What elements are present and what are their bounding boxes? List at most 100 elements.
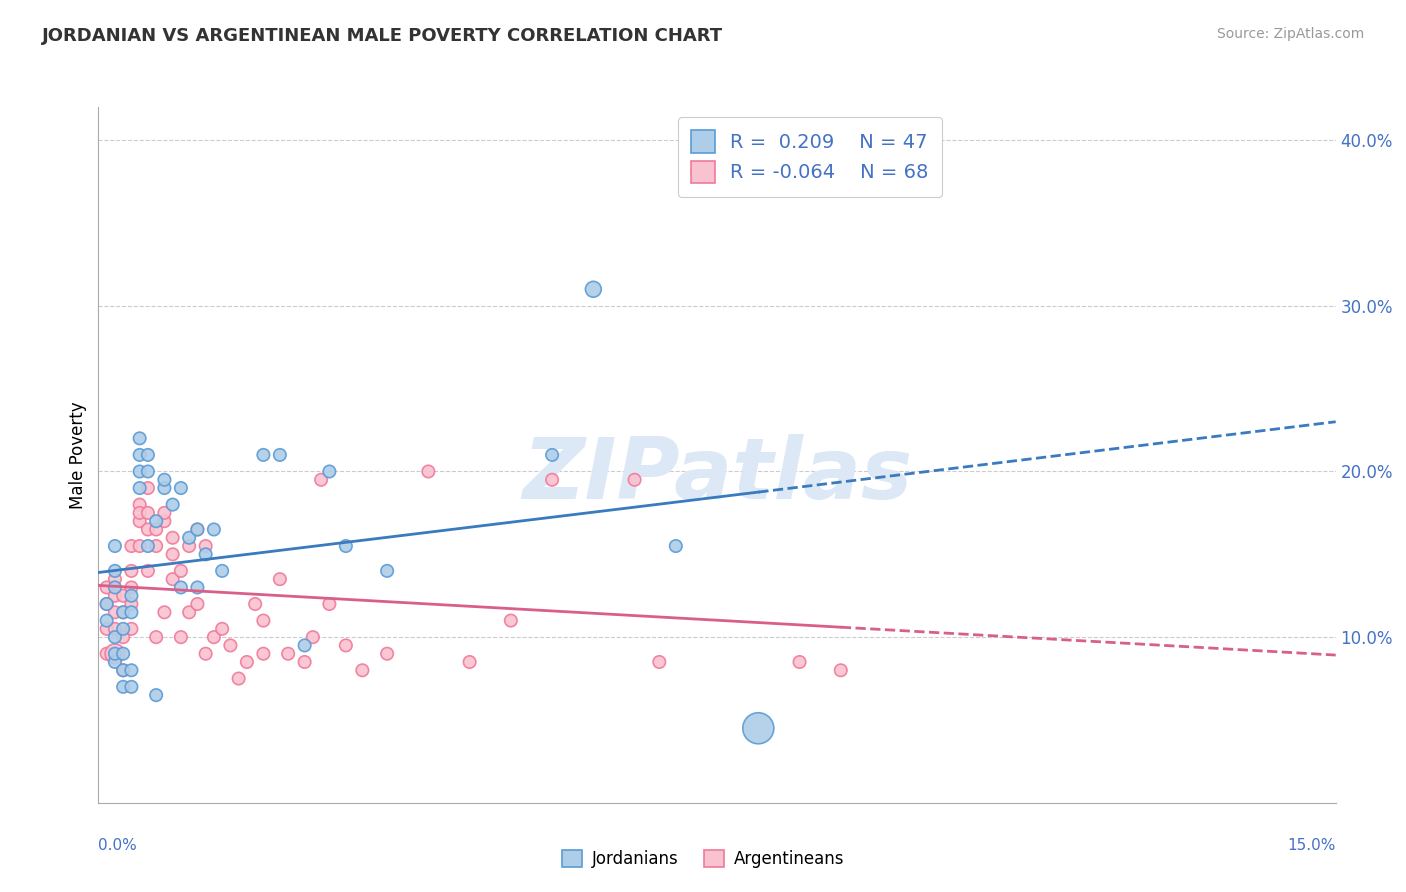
Point [252, 647, 274, 661]
Point [104, 647, 127, 661]
Point [120, 622, 142, 636]
Legend: R =  0.209    N = 47, R = -0.064    N = 68: R = 0.209 N = 47, R = -0.064 N = 68 [678, 117, 942, 196]
Point [228, 672, 250, 686]
Point [120, 605, 142, 619]
Point [104, 539, 127, 553]
Point [211, 622, 233, 636]
Point [352, 663, 374, 677]
Point [179, 539, 201, 553]
Legend: Jordanians, Argentineans: Jordanians, Argentineans [555, 843, 851, 875]
Point [112, 680, 135, 694]
Point [104, 647, 127, 661]
Point [153, 481, 176, 495]
Point [128, 506, 150, 520]
Point [202, 523, 225, 537]
Point [112, 622, 135, 636]
Point [120, 680, 142, 694]
Point [128, 448, 150, 462]
Point [120, 589, 142, 603]
Point [136, 481, 159, 495]
Point [194, 539, 217, 553]
Point [665, 539, 688, 553]
Point [104, 572, 127, 586]
Point [136, 448, 159, 462]
Text: ZIPatlas: ZIPatlas [522, 434, 912, 517]
Point [747, 721, 769, 735]
Point [136, 564, 159, 578]
Point [112, 605, 135, 619]
Point [96, 647, 118, 661]
Point [648, 655, 671, 669]
Point [162, 531, 184, 545]
Point [458, 655, 481, 669]
Point [252, 448, 274, 462]
Point [136, 539, 159, 553]
Point [541, 448, 564, 462]
Point [153, 506, 176, 520]
Point [375, 564, 398, 578]
Point [153, 514, 176, 528]
Point [96, 622, 118, 636]
Point [104, 581, 127, 595]
Point [120, 581, 142, 595]
Point [120, 663, 142, 677]
Point [136, 506, 159, 520]
Point [120, 597, 142, 611]
Point [186, 523, 208, 537]
Point [243, 597, 266, 611]
Point [104, 622, 127, 636]
Point [145, 523, 167, 537]
Point [194, 647, 217, 661]
Point [830, 663, 852, 677]
Point [294, 655, 316, 669]
Point [96, 597, 118, 611]
Text: 0.0%: 0.0% [98, 838, 138, 854]
Point [269, 448, 291, 462]
Point [145, 514, 167, 528]
Point [112, 663, 135, 677]
Point [104, 605, 127, 619]
Point [318, 597, 340, 611]
Point [120, 564, 142, 578]
Point [294, 639, 316, 653]
Point [186, 581, 208, 595]
Point [96, 614, 118, 628]
Point [112, 589, 135, 603]
Point [202, 630, 225, 644]
Point [170, 630, 193, 644]
Point [335, 539, 357, 553]
Point [179, 605, 201, 619]
Point [162, 498, 184, 512]
Point [309, 473, 332, 487]
Point [789, 655, 811, 669]
Point [277, 647, 299, 661]
Point [128, 514, 150, 528]
Point [418, 465, 440, 479]
Point [128, 481, 150, 495]
Point [269, 572, 291, 586]
Point [302, 630, 325, 644]
Point [104, 630, 127, 644]
Point [145, 688, 167, 702]
Text: Source: ZipAtlas.com: Source: ZipAtlas.com [1216, 27, 1364, 41]
Point [112, 647, 135, 661]
Point [112, 630, 135, 644]
Point [623, 473, 645, 487]
Point [186, 523, 208, 537]
Point [179, 531, 201, 545]
Point [236, 655, 259, 669]
Point [153, 605, 176, 619]
Point [120, 539, 142, 553]
Point [541, 473, 564, 487]
Point [219, 639, 242, 653]
Point [170, 481, 193, 495]
Point [104, 589, 127, 603]
Point [96, 581, 118, 595]
Point [112, 663, 135, 677]
Point [128, 431, 150, 445]
Point [145, 630, 167, 644]
Point [170, 564, 193, 578]
Point [128, 498, 150, 512]
Point [170, 581, 193, 595]
Y-axis label: Male Poverty: Male Poverty [69, 401, 87, 508]
